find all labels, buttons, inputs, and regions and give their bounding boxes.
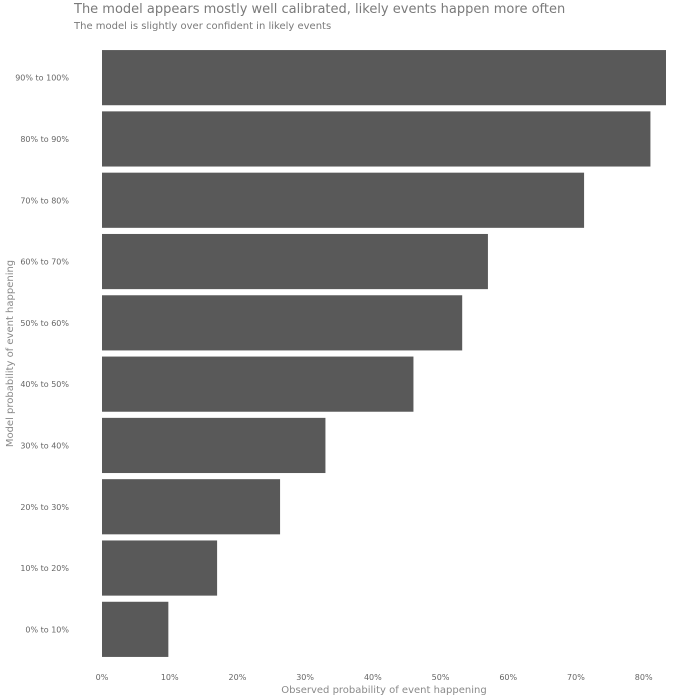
x-tick-label: 60%	[499, 673, 517, 682]
bars-layer	[102, 50, 666, 657]
x-tick-label: 20%	[229, 673, 247, 682]
x-tick-label: 30%	[296, 673, 314, 682]
bar-8	[102, 172, 585, 228]
y-tick-label: 20% to 30%	[20, 503, 69, 512]
chart-subtitle: The model is slightly over confident in …	[74, 21, 332, 32]
bar-5	[102, 356, 414, 412]
x-tick-label: 40%	[364, 673, 382, 682]
bar-6	[102, 295, 463, 351]
y-tick-label: 60% to 70%	[20, 258, 69, 267]
y-axis-label: Model probability of event happening	[5, 260, 16, 447]
y-tick-label: 10% to 20%	[20, 564, 69, 573]
y-tick-label: 90% to 100%	[15, 74, 69, 83]
y-tick-label: 70% to 80%	[20, 196, 69, 205]
bar-9	[102, 111, 651, 167]
y-tick-labels: 0% to 10% 10% to 20% 20% to 30% 30% to 40% 4…	[15, 74, 69, 635]
bar-1	[102, 601, 169, 657]
chart-title: The model appears mostly well calibrated…	[74, 2, 566, 17]
y-tick-label: 50% to 60%	[20, 319, 69, 328]
y-tick-label: 80% to 90%	[20, 135, 69, 144]
bar-10	[102, 50, 666, 106]
y-tick-label: 30% to 40%	[20, 441, 69, 450]
x-tick-label: 70%	[567, 673, 585, 682]
x-tick-label: 0%	[96, 673, 109, 682]
bar-2	[102, 540, 218, 596]
y-tick-label: 0% to 10%	[25, 625, 69, 634]
x-tick-label: 50%	[432, 673, 450, 682]
x-tick-label: 80%	[635, 673, 653, 682]
x-axis-label: Observed probability of event happening	[281, 685, 486, 696]
bar-3	[102, 479, 281, 535]
bar-7	[102, 233, 488, 290]
x-tick-labels: 0% 10% 20% 30% 40% 50% 60% 70% 80%	[96, 673, 653, 682]
x-tick-label: 10%	[161, 673, 179, 682]
y-tick-label: 40% to 50%	[20, 380, 69, 389]
bar-4	[102, 417, 326, 474]
